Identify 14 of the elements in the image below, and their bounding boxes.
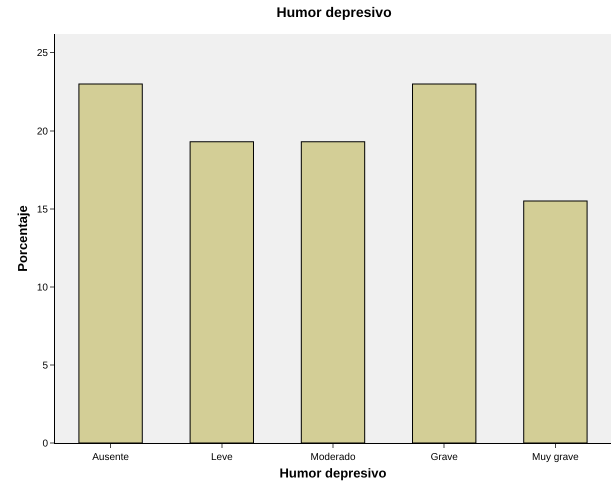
y-tick-label: 20 [36, 126, 48, 138]
y-tick-label: 5 [42, 360, 48, 372]
chart-title: Humor depresivo [276, 4, 392, 20]
y-tick-label: 0 [42, 438, 48, 450]
y-tick-label: 25 [36, 48, 48, 60]
y-tick-label: 10 [36, 282, 48, 294]
y-axis-title: Porcentaje [14, 205, 30, 272]
x-tick-label: Grave [430, 452, 458, 463]
y-tick-label: 15 [36, 204, 48, 216]
x-tick-label: Ausente [92, 452, 130, 463]
x-tick-label: Moderado [310, 452, 356, 463]
x-tick-label: Leve [210, 452, 234, 463]
x-axis-title: Humor depresivo [280, 466, 387, 481]
x-tick-label: Muy grave [532, 452, 580, 463]
